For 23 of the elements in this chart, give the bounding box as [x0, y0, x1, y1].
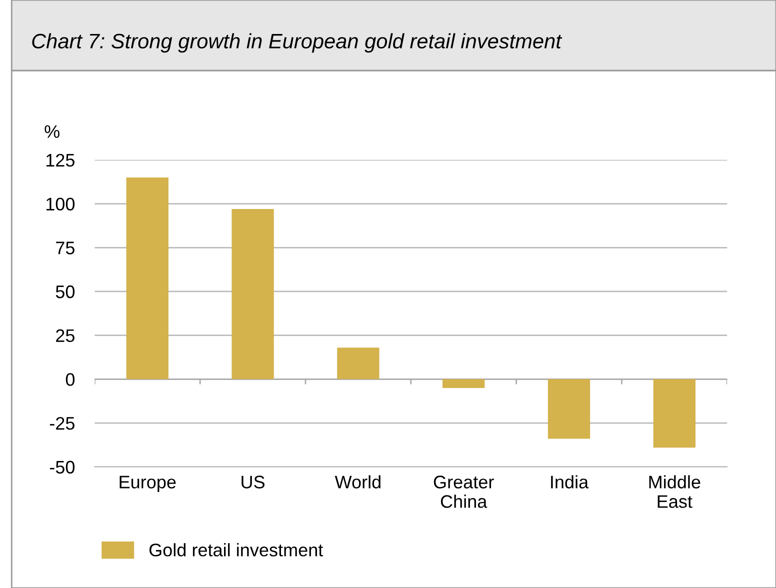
y-tick-label: 125 [46, 154, 74, 167]
bar [548, 379, 590, 439]
y-tick-label: 50 [56, 285, 75, 298]
y-tick-label: 0 [66, 373, 75, 386]
y-tick-label: -25 [50, 416, 74, 430]
x-tick-label: US [242, 476, 264, 488]
x-tick-label: Europe [120, 476, 176, 492]
y-tick-label: 75 [56, 242, 74, 254]
y-tick-label: 25 [56, 329, 74, 342]
x-tick-label: Greater China [434, 476, 494, 508]
bar [337, 348, 380, 380]
x-tick-label: Middle East [649, 475, 700, 508]
chart-title: Chart 7: Strong growth in European gold retail investment [32, 33, 562, 53]
x-tick-label: World [334, 475, 380, 488]
y-tick-label: 100 [46, 198, 75, 211]
bar [232, 209, 274, 380]
y-tick-label: -50 [50, 460, 75, 474]
legend-label: Gold retail investment [149, 543, 324, 556]
x-tick-label: India [551, 475, 589, 488]
bar [126, 177, 168, 380]
y-axis-title: % [44, 125, 60, 138]
bar [653, 379, 696, 448]
bar [442, 379, 485, 388]
